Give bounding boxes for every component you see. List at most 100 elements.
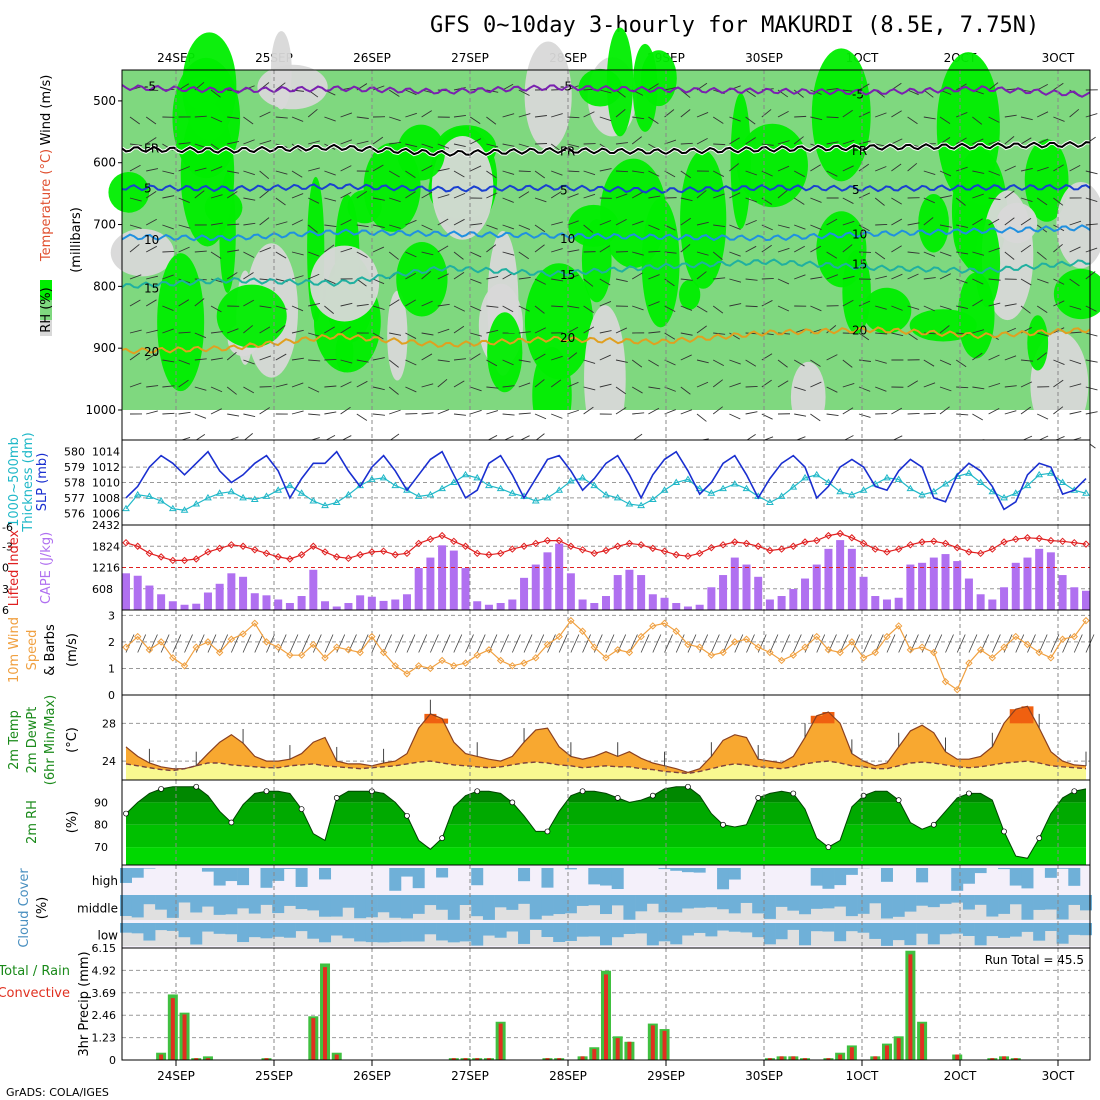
cloud-bar <box>201 868 214 872</box>
wind-barb <box>826 325 837 334</box>
wind-barb <box>194 358 207 361</box>
li-tick-label: -6 <box>2 521 13 534</box>
wind-barb <box>324 197 337 202</box>
wind-barb <box>923 251 936 257</box>
wind-barb <box>453 251 464 260</box>
cloud-bar <box>717 868 730 890</box>
thickness-tick-label: 576 <box>64 507 85 520</box>
precip-convective-bar <box>323 967 328 1060</box>
cape-axis-label: CAPE (J/kg) <box>39 532 54 604</box>
wind-barb <box>972 278 984 285</box>
wind-barb <box>696 305 708 313</box>
wind-barb <box>231 634 240 653</box>
cloud-bar <box>1009 923 1022 937</box>
wind-barb <box>907 305 920 310</box>
thickness-marker <box>730 480 739 487</box>
li-tick-label: 6 <box>2 604 9 617</box>
wind-barb <box>583 278 594 287</box>
wind-barb <box>551 278 564 282</box>
thickness-marker <box>602 490 610 498</box>
wind-barb <box>1020 305 1031 314</box>
cape-bar <box>168 601 177 610</box>
rh-moist-area <box>568 204 619 247</box>
wind-barb <box>470 305 482 312</box>
wind-marker <box>731 638 739 646</box>
wind-barb <box>680 197 693 202</box>
wind-barb <box>599 89 612 94</box>
rh-moist-area <box>974 219 1001 308</box>
wind-barb <box>712 170 725 177</box>
cape-bar <box>683 606 692 610</box>
rh-marker <box>579 788 586 795</box>
wind-barb <box>307 224 318 233</box>
cape-bar <box>520 577 529 610</box>
li-marker <box>508 545 517 553</box>
wind-marker <box>122 643 130 651</box>
wind-barb <box>680 170 691 179</box>
wind-marker <box>391 662 399 670</box>
wind-barb <box>988 197 1001 201</box>
wind-barb <box>356 278 367 287</box>
wind-barb <box>129 197 142 202</box>
thickness-marker <box>1058 478 1067 485</box>
cloud-bar <box>787 895 800 911</box>
cloud-bar <box>693 923 706 933</box>
pressure-tick-label: 700 <box>93 218 116 232</box>
thickness-marker <box>578 473 587 481</box>
cape-bar <box>648 594 657 610</box>
wind-barb <box>939 195 952 199</box>
wind-barb <box>713 224 726 227</box>
thickness-marker <box>1023 481 1032 489</box>
wind-barb <box>289 634 299 653</box>
li-marker <box>871 545 879 553</box>
wind-barb <box>356 380 368 388</box>
slp-tick-label: 1014 <box>92 446 120 459</box>
wind-barb <box>712 116 724 124</box>
rh-marker <box>1036 835 1043 842</box>
slp-tick-label: 1012 <box>92 461 120 474</box>
cloud-bar <box>1033 895 1046 910</box>
wind-barb <box>842 220 855 226</box>
cape-bar <box>765 599 774 610</box>
cloud-bar <box>1009 868 1022 886</box>
cape-bar <box>1023 557 1032 610</box>
wind-barb <box>599 245 611 253</box>
wind-barb <box>259 170 270 180</box>
wind-barb <box>291 251 304 256</box>
wind-barb <box>259 217 270 226</box>
wind-barb <box>858 192 871 199</box>
wind-barb <box>567 352 578 361</box>
cloud-bar <box>916 868 929 883</box>
wind-barb <box>696 271 707 280</box>
wind-barb <box>648 407 660 415</box>
wind-barb <box>291 193 304 199</box>
wind-barb <box>923 382 936 388</box>
wind-barb <box>648 83 659 91</box>
li-marker <box>204 548 212 556</box>
wind-barb <box>1085 305 1097 312</box>
wind-barb <box>372 386 385 391</box>
wind-barb <box>1069 359 1082 365</box>
wind-barb <box>502 83 514 91</box>
rh-marker <box>614 795 621 801</box>
thickness-marker <box>648 495 657 502</box>
wind-barb <box>1020 406 1032 415</box>
rh-axis-label: 2m RH <box>25 800 40 844</box>
wind-barb <box>761 300 773 307</box>
precip-convective-bar <box>803 1058 808 1060</box>
wind-barb <box>511 634 521 653</box>
contour-label: -5 <box>852 88 864 102</box>
cloud-bar <box>283 868 296 869</box>
wind-barb <box>933 634 943 653</box>
thickness-marker <box>1011 489 1020 496</box>
cape-bar <box>449 550 458 610</box>
li-marker <box>707 543 716 552</box>
wind-barb <box>761 379 772 388</box>
wind-barb <box>842 244 853 253</box>
cape-bar <box>801 578 810 610</box>
cloud-bar <box>131 868 144 878</box>
wind-barb <box>923 170 936 176</box>
wind-barb <box>729 192 741 199</box>
temp-unit-label: (°C) <box>65 727 80 753</box>
rh-marker <box>123 810 129 817</box>
